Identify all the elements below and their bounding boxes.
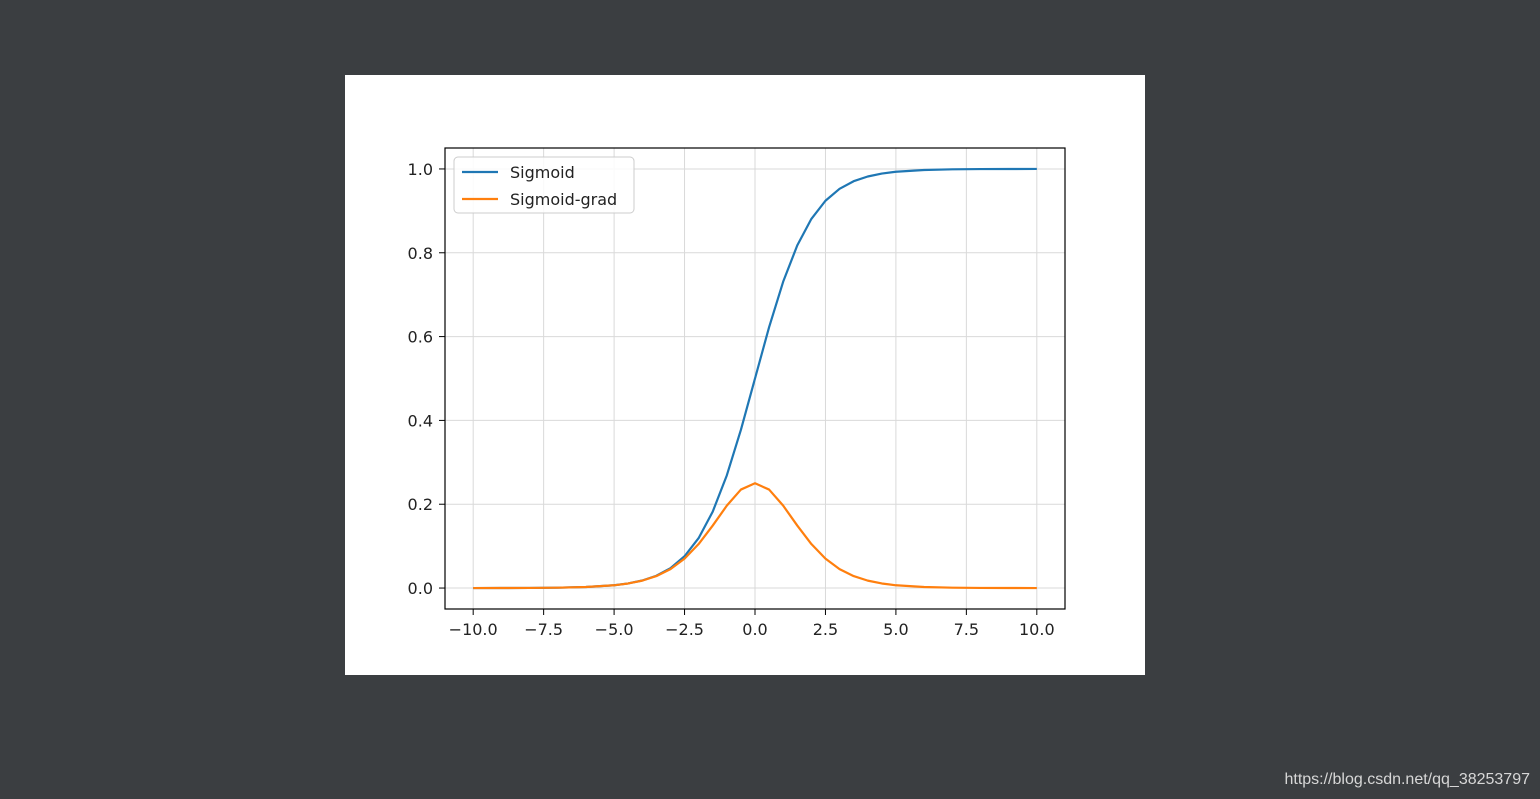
chart-figure: −10.0 −7.5 −5.0 −2.5 0.0 2.5 5.0 7.5 10.0 0.0 0.2 0… bbox=[345, 75, 1145, 675]
y-tick-label: 0.4 bbox=[408, 411, 433, 430]
data-point bbox=[923, 169, 925, 171]
data-point bbox=[810, 218, 812, 220]
data-point bbox=[782, 505, 784, 507]
y-tick-label: 1.0 bbox=[408, 160, 433, 179]
data-point bbox=[1008, 168, 1010, 170]
data-point bbox=[979, 587, 981, 589]
series-line-sigmoid-grad bbox=[473, 482, 1037, 590]
data-point bbox=[472, 587, 474, 589]
data-point bbox=[853, 180, 855, 182]
data-point bbox=[712, 524, 714, 526]
y-tick-label: 0.6 bbox=[408, 328, 433, 347]
x-tick-label: 0.0 bbox=[742, 620, 767, 639]
data-point bbox=[726, 505, 728, 507]
data-point bbox=[528, 587, 530, 589]
data-point bbox=[838, 568, 840, 570]
axis-ticks: −10.0 −7.5 −5.0 −2.5 0.0 2.5 5.0 7.5 10.0 0.0 0.2 0… bbox=[408, 160, 1055, 639]
data-point bbox=[796, 244, 798, 246]
data-point bbox=[824, 558, 826, 560]
x-tick-label: −5.0 bbox=[595, 620, 634, 639]
data-point bbox=[500, 587, 502, 589]
data-point bbox=[895, 584, 897, 586]
x-tick-label: 7.5 bbox=[954, 620, 979, 639]
y-tick-label: 0.2 bbox=[408, 495, 433, 514]
data-point bbox=[895, 171, 897, 173]
x-tick-label: 5.0 bbox=[883, 620, 908, 639]
y-tick-label: 0.8 bbox=[408, 244, 433, 263]
data-point bbox=[698, 543, 700, 545]
data-point bbox=[698, 537, 700, 539]
data-point bbox=[1036, 587, 1038, 589]
data-point bbox=[585, 586, 587, 588]
data-point bbox=[824, 200, 826, 202]
data-point bbox=[641, 580, 643, 582]
data-point bbox=[867, 175, 869, 177]
legend-label: Sigmoid-grad bbox=[510, 190, 617, 209]
data-point bbox=[867, 580, 869, 582]
x-tick-label: −2.5 bbox=[665, 620, 704, 639]
data-point bbox=[683, 558, 685, 560]
data-point bbox=[951, 587, 953, 589]
x-tick-label: 2.5 bbox=[813, 620, 838, 639]
data-point bbox=[669, 568, 671, 570]
data-point bbox=[627, 582, 629, 584]
legend-label: Sigmoid bbox=[510, 163, 575, 182]
data-point bbox=[881, 172, 883, 174]
data-point bbox=[768, 326, 770, 328]
sigmoid-chart: −10.0 −7.5 −5.0 −2.5 0.0 2.5 5.0 7.5 10.0 0.0 0.2 0… bbox=[408, 147, 1066, 639]
data-point bbox=[923, 586, 925, 588]
x-tick-label: 10.0 bbox=[1019, 620, 1055, 639]
data-point bbox=[712, 511, 714, 513]
data-point bbox=[1008, 587, 1010, 589]
data-point bbox=[740, 429, 742, 431]
series-lines bbox=[472, 167, 1038, 590]
data-point bbox=[853, 575, 855, 577]
y-tick-label: 0.0 bbox=[408, 579, 433, 598]
data-point bbox=[782, 281, 784, 283]
data-point bbox=[613, 584, 615, 586]
data-point bbox=[951, 168, 953, 170]
data-point bbox=[979, 168, 981, 170]
x-tick-label: −7.5 bbox=[524, 620, 563, 639]
legend-box bbox=[453, 156, 635, 214]
data-point bbox=[740, 488, 742, 490]
data-point bbox=[655, 575, 657, 577]
data-point bbox=[838, 188, 840, 190]
data-point bbox=[557, 587, 559, 589]
data-point bbox=[1036, 168, 1038, 170]
data-point bbox=[796, 524, 798, 526]
data-point bbox=[754, 482, 756, 484]
legend: Sigmoid Sigmoid-grad bbox=[453, 156, 635, 214]
data-point bbox=[810, 543, 812, 545]
data-point bbox=[768, 488, 770, 490]
watermark-url: https://blog.csdn.net/qq_38253797 bbox=[1284, 771, 1530, 788]
data-point bbox=[726, 474, 728, 476]
data-point bbox=[754, 377, 756, 379]
data-point bbox=[881, 582, 883, 584]
x-tick-label: −10.0 bbox=[449, 620, 498, 639]
